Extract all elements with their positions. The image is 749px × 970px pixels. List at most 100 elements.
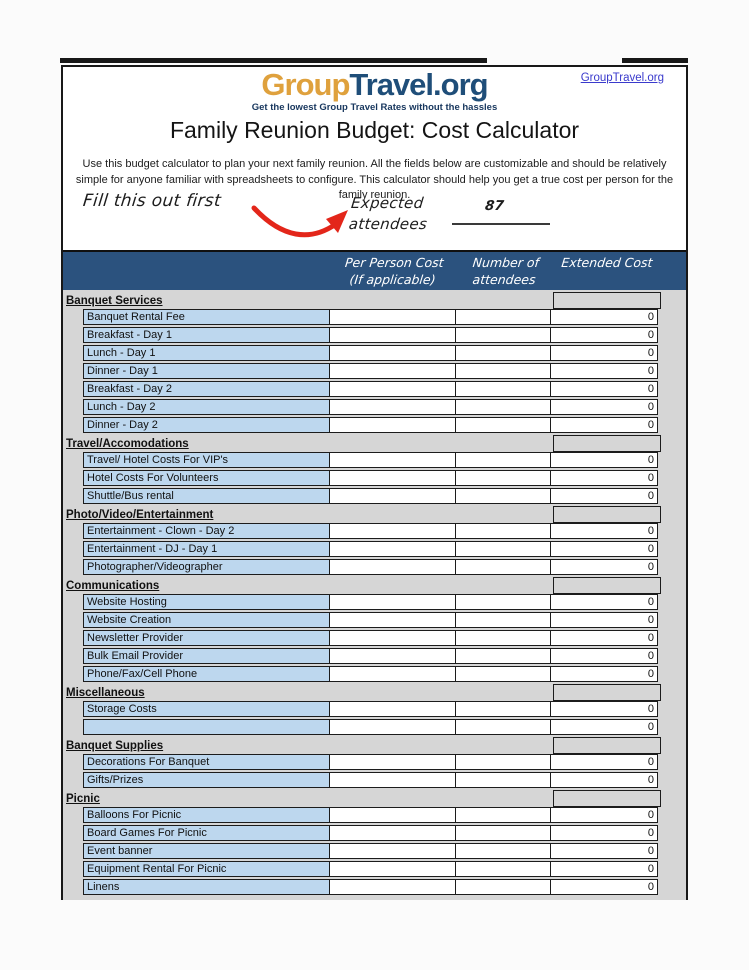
section-header-travel-accomodations: Travel/Accomodations [63,435,686,452]
cell-number-of-attendees[interactable] [455,701,551,717]
table-row-hotel-costs-for-volunteers: Hotel Costs For Volunteers 0 [83,470,686,486]
cell-number-of-attendees[interactable] [455,417,551,433]
table-row-newsletter-provider: Newsletter Provider 0 [83,630,686,646]
cell-number-of-attendees[interactable] [455,309,551,325]
cell-per-person-cost[interactable] [329,559,456,575]
cell-number-of-attendees[interactable] [455,666,551,682]
cell-number-of-attendees[interactable] [455,772,551,788]
cell-extended-cost: 0 [550,345,658,361]
section-extended-cost-cell [553,684,661,701]
expected-attendees-label-line2: attendees [348,215,429,233]
table-header-bar: Per Person Cost (If applicable) Number o… [63,250,686,290]
cell-per-person-cost[interactable] [329,309,456,325]
cell-item-label: Balloons For Picnic [83,807,330,823]
cell-number-of-attendees[interactable] [455,861,551,877]
cell-number-of-attendees[interactable] [455,381,551,397]
cell-per-person-cost[interactable] [329,666,456,682]
logo-travel-text: Travel [349,67,434,102]
cell-extended-cost: 0 [550,772,658,788]
cell-per-person-cost[interactable] [329,843,456,859]
cell-extended-cost: 0 [550,363,658,379]
handwritten-note: Fill this out first [81,191,223,211]
table-row-phone-fax-cell-phone: Phone/Fax/Cell Phone 0 [83,666,686,682]
cell-extended-cost: 0 [550,648,658,664]
budget-table: Banquet Services Banquet Rental Fee 0 Break… [63,290,686,900]
cell-per-person-cost[interactable] [329,399,456,415]
section-label: Travel/Accomodations [66,438,189,450]
cell-item-label: Lunch - Day 1 [83,345,330,361]
cell-per-person-cost[interactable] [329,594,456,610]
cell-per-person-cost[interactable] [329,630,456,646]
cell-per-person-cost[interactable] [329,452,456,468]
logo: GroupTravel.org Get the lowest Group Tra… [63,68,686,113]
cell-per-person-cost[interactable] [329,648,456,664]
cell-per-person-cost[interactable] [329,523,456,539]
cell-number-of-attendees[interactable] [455,327,551,343]
cell-extended-cost: 0 [550,559,658,575]
expected-attendees-value[interactable]: 87 [484,198,505,214]
cell-extended-cost: 0 [550,754,658,770]
cell-item-label: Travel/ Hotel Costs For VIP's [83,452,330,468]
cell-per-person-cost[interactable] [329,417,456,433]
table-row-storage-costs: Storage Costs 0 [83,701,686,717]
column-header-per-person-cost: Per Person Cost (If applicable) [344,255,445,287]
cell-per-person-cost[interactable] [329,470,456,486]
cell-per-person-cost[interactable] [329,381,456,397]
cell-number-of-attendees[interactable] [455,452,551,468]
cell-extended-cost: 0 [550,488,658,504]
cell-number-of-attendees[interactable] [455,754,551,770]
cell-per-person-cost[interactable] [329,772,456,788]
table-row-website-creation: Website Creation 0 [83,612,686,628]
cell-item-label: Phone/Fax/Cell Phone [83,666,330,682]
cell-number-of-attendees[interactable] [455,363,551,379]
document-frame: GroupTravel.org GroupTravel.org Get the … [61,65,688,900]
cell-per-person-cost[interactable] [329,488,456,504]
cell-per-person-cost[interactable] [329,541,456,557]
expected-attendees-label-line1: Expected [350,194,425,212]
cell-number-of-attendees[interactable] [455,594,551,610]
cell-per-person-cost[interactable] [329,612,456,628]
cell-number-of-attendees[interactable] [455,612,551,628]
section-extended-cost-cell [553,790,661,807]
cell-number-of-attendees[interactable] [455,630,551,646]
cell-item-label: Entertainment - Clown - Day 2 [83,523,330,539]
cell-number-of-attendees[interactable] [455,825,551,841]
cell-item-label: Entertainment - DJ - Day 1 [83,541,330,557]
cell-number-of-attendees[interactable] [455,843,551,859]
cell-per-person-cost[interactable] [329,825,456,841]
cell-number-of-attendees[interactable] [455,399,551,415]
cell-per-person-cost[interactable] [329,701,456,717]
cell-number-of-attendees[interactable] [455,541,551,557]
table-row-breakfast-day-2: Breakfast - Day 2 0 [83,381,686,397]
cell-per-person-cost[interactable] [329,327,456,343]
cell-per-person-cost[interactable] [329,345,456,361]
cell-per-person-cost[interactable] [329,363,456,379]
cell-item-label: Hotel Costs For Volunteers [83,470,330,486]
table-row-lunch-day-1: Lunch - Day 1 0 [83,345,686,361]
table-row-photographer-videographer: Photographer/Videographer 0 [83,559,686,575]
cell-number-of-attendees[interactable] [455,345,551,361]
cell-number-of-attendees[interactable] [455,719,551,735]
cell-item-label: Gifts/Prizes [83,772,330,788]
cell-number-of-attendees[interactable] [455,648,551,664]
cell-number-of-attendees[interactable] [455,523,551,539]
cell-per-person-cost[interactable] [329,807,456,823]
section-extended-cost-cell [553,435,661,452]
section-label: Miscellaneous [66,687,145,699]
cell-extended-cost: 0 [550,594,658,610]
table-row-travel-hotel-costs-for-vip-s: Travel/ Hotel Costs For VIP's 0 [83,452,686,468]
red-arrow-icon [251,205,348,238]
cell-number-of-attendees[interactable] [455,559,551,575]
cell-per-person-cost[interactable] [329,879,456,895]
cell-number-of-attendees[interactable] [455,807,551,823]
logo-org-text: .org [433,67,489,102]
cell-per-person-cost[interactable] [329,754,456,770]
grouptravel-link[interactable]: GroupTravel.org [580,72,664,84]
cell-per-person-cost[interactable] [329,719,456,735]
cell-number-of-attendees[interactable] [455,470,551,486]
cell-extended-cost: 0 [550,612,658,628]
cell-number-of-attendees[interactable] [455,879,551,895]
cell-item-label [83,719,330,735]
cell-per-person-cost[interactable] [329,861,456,877]
cell-number-of-attendees[interactable] [455,488,551,504]
